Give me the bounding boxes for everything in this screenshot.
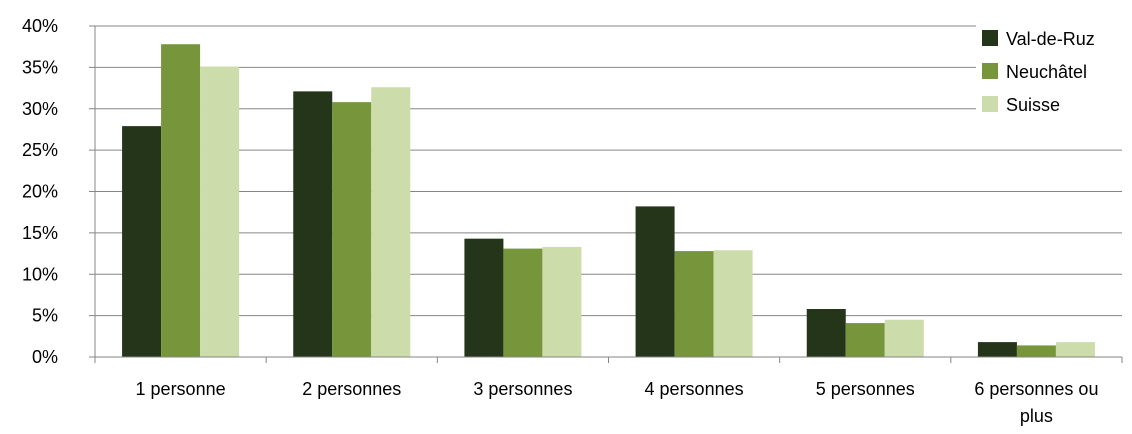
bar-val-de-ruz-4	[635, 206, 675, 357]
x-tick-label: 6 personnes ou plus	[974, 379, 1098, 426]
legend-label: Val-de-Ruz	[1006, 29, 1095, 49]
y-tick-label: 10%	[22, 264, 58, 284]
bar-val-de-ruz-5	[806, 309, 846, 357]
x-tick-label: 4 personnes	[645, 379, 744, 399]
y-tick-label: 40%	[22, 16, 58, 36]
legend-background	[976, 22, 1126, 125]
bar-suisse-6	[1055, 342, 1095, 357]
x-tick-label: 5 personnes	[816, 379, 915, 399]
legend-swatch	[982, 63, 998, 79]
x-tick-label: 3 personnes	[473, 379, 572, 399]
y-tick-label: 0%	[32, 347, 58, 367]
x-axis: 1 personne 2 personnes 3 personnes 4 person…	[94, 356, 1123, 426]
legend-swatch	[982, 96, 998, 112]
bar-val-de-ruz-1	[122, 126, 162, 357]
bar-neuch-tel-1	[161, 44, 201, 357]
y-tick-label: 25%	[22, 140, 58, 160]
bar-neuch-tel-2	[332, 102, 372, 357]
bar-suisse-2	[371, 87, 411, 358]
y-tick-label: 35%	[22, 57, 58, 77]
legend: Val-de-Ruz Neuchâtel Suisse	[976, 22, 1126, 125]
x-tick-label: 1 personne	[136, 379, 226, 399]
y-tick-label: 15%	[22, 223, 58, 243]
y-axis: 0% 5% 10% 15% 20% 25% 30% 35% 40%	[22, 16, 96, 367]
bar-neuch-tel-5	[845, 323, 885, 357]
x-tick-label: 2 personnes	[302, 379, 401, 399]
gridlines	[95, 25, 1122, 317]
bar-suisse-1	[200, 66, 240, 358]
bar-neuch-tel-4	[674, 251, 714, 357]
bar-neuch-tel-3	[503, 248, 543, 357]
bar-val-de-ruz-3	[464, 238, 504, 357]
legend-label: Neuchâtel	[1006, 62, 1087, 82]
legend-label: Suisse	[1006, 95, 1060, 115]
bars	[122, 44, 1095, 358]
bar-suisse-4	[713, 250, 753, 357]
bar-val-de-ruz-2	[293, 91, 333, 357]
y-tick-label: 30%	[22, 99, 58, 119]
bar-val-de-ruz-6	[977, 342, 1017, 357]
y-tick-label: 5%	[32, 306, 58, 326]
y-tick-label: 20%	[22, 182, 58, 202]
bar-suisse-3	[542, 246, 582, 357]
bar-suisse-5	[884, 319, 924, 357]
legend-swatch	[982, 30, 998, 46]
bar-neuch-tel-6	[1016, 345, 1056, 357]
